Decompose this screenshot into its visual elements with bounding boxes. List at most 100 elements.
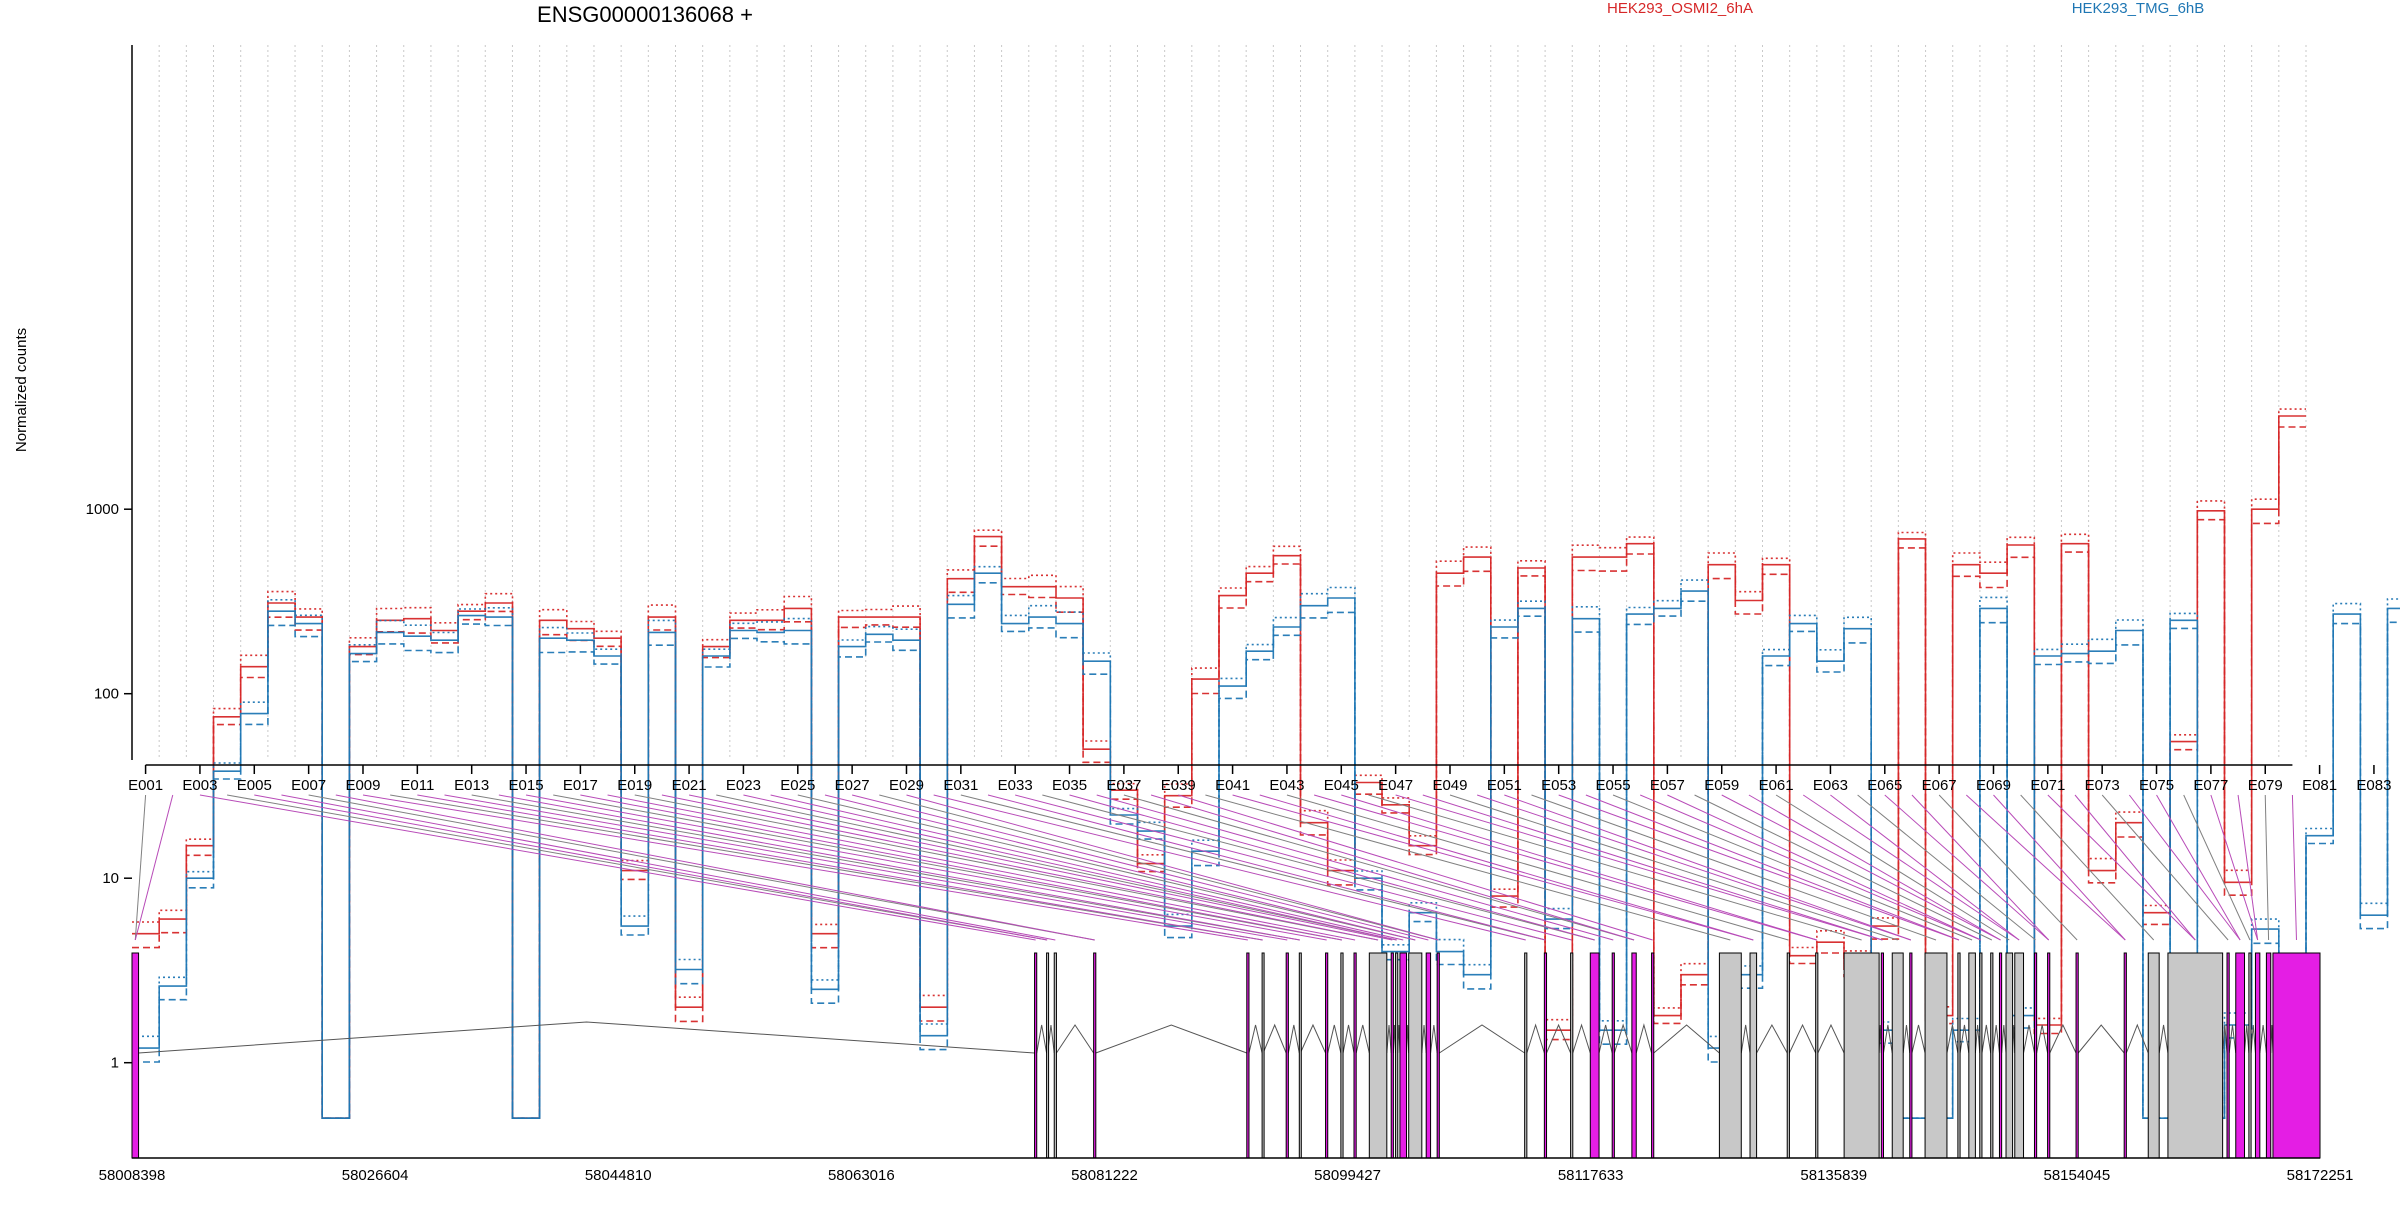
genome-tick-label: 58117633 <box>1558 1167 1624 1184</box>
exon-connector <box>1205 794 1731 941</box>
exon-connector <box>1993 794 2126 941</box>
exon-connector <box>2183 794 2251 941</box>
exon-connector <box>498 794 1300 941</box>
exon-connector <box>2047 794 2196 941</box>
exon-box <box>1325 952 1329 1159</box>
genome-tick-label: 58135839 <box>1800 1167 1867 1184</box>
x-tick-label: E077 <box>2193 777 2228 794</box>
exon-box <box>1390 952 1394 1159</box>
intron-line <box>2244 1024 2250 1054</box>
genome-tick-label: 58026604 <box>342 1167 409 1184</box>
exon-box <box>2123 952 2127 1159</box>
intron-line <box>2077 1024 2125 1054</box>
exon-box <box>1843 952 1880 1159</box>
exon-box <box>1570 952 1574 1159</box>
intron-line <box>1653 1024 1720 1054</box>
intron-line <box>1439 1024 1525 1054</box>
exon-connector <box>417 794 1263 941</box>
intron-line <box>1355 1024 1370 1054</box>
exon-connector <box>471 794 1300 941</box>
x-tick-label: E063 <box>1813 777 1848 794</box>
exon-box <box>1968 952 1976 1159</box>
exon-connector <box>1395 794 1883 941</box>
exon-connector <box>661 794 1379 941</box>
exon-box <box>1340 952 1344 1159</box>
exon-connector <box>933 794 1526 941</box>
exon-box <box>1891 952 1904 1159</box>
intron-line <box>1546 1023 1572 1054</box>
exon-connector <box>770 794 1404 941</box>
x-tick-label: E037 <box>1106 777 1141 794</box>
intron-line <box>1974 1024 1981 1054</box>
exon-box <box>1368 952 1388 1159</box>
exon-box <box>2226 952 2230 1159</box>
intron-line <box>1817 1023 1845 1054</box>
exon-box <box>1651 952 1655 1159</box>
x-tick-label: E079 <box>2248 777 2283 794</box>
x-tick-label: E029 <box>889 777 924 794</box>
exon-connector <box>1558 794 1960 941</box>
y-tick-label: 10 <box>102 870 119 887</box>
intron-line <box>1946 1024 1959 1054</box>
intron-line <box>1756 1023 1788 1054</box>
exon-box <box>1957 952 1961 1159</box>
exon-box <box>2075 952 2079 1159</box>
exon-box <box>1543 952 1548 1159</box>
intron-line <box>2036 1024 2049 1054</box>
exon-box <box>2014 952 2025 1159</box>
x-tick-label: E001 <box>128 777 163 794</box>
genome-tick-label: 58044810 <box>585 1167 652 1184</box>
exon-connector <box>525 794 1327 941</box>
exon-connector <box>1232 794 1754 941</box>
intron-line <box>2222 1024 2228 1054</box>
exon-box <box>2147 952 2160 1159</box>
exon-box <box>1749 952 1758 1159</box>
x-tick-label: E027 <box>835 777 870 794</box>
genome-tick-label: 58099427 <box>1314 1167 1381 1184</box>
exon-box <box>1246 952 1250 1159</box>
exon-connector <box>1096 794 1614 941</box>
exon-box <box>2235 952 2246 1159</box>
intron-line <box>1299 1023 1327 1054</box>
x-tick-label: E003 <box>182 777 217 794</box>
exon-connector <box>1667 794 1982 941</box>
exon-connector <box>134 794 174 941</box>
intron-line <box>1902 1024 1911 1054</box>
intron-line <box>2125 1023 2149 1054</box>
exon-box <box>1718 952 1742 1159</box>
intron-line <box>1287 1024 1300 1054</box>
exon-connector <box>1748 794 2001 941</box>
exon-connector <box>2128 794 2241 941</box>
intron-line <box>1056 1024 1095 1054</box>
exon-box <box>1631 952 1637 1159</box>
exon-connector <box>1612 794 1973 941</box>
x-tick-label: E023 <box>726 777 761 794</box>
exon-connector <box>308 794 1095 941</box>
legend-tmg: HEK293_TMG_6hB <box>2072 0 2205 17</box>
exon-connector <box>2210 794 2259 941</box>
exon-box <box>1611 952 1615 1159</box>
intron-line <box>1613 1023 1633 1054</box>
exon-connector <box>1775 794 2010 941</box>
genome-tick-label: 58008398 <box>99 1167 166 1184</box>
intron-line <box>1598 1024 1613 1054</box>
exon-connector <box>1504 794 1912 941</box>
x-tick-label: E075 <box>2139 777 2174 794</box>
exon-connector <box>2101 794 2229 941</box>
exon-connector <box>1449 794 1898 941</box>
exon-connector <box>1721 794 2001 941</box>
exon-connector <box>1694 794 1993 941</box>
exon-box <box>1990 952 1994 1159</box>
exon-box <box>1436 952 1440 1159</box>
exon-connector <box>688 794 1393 941</box>
x-tick-label: E057 <box>1650 777 1685 794</box>
exon-box <box>1285 952 1289 1159</box>
x-tick-label: E061 <box>1759 777 1794 794</box>
exon-connector <box>1640 794 1982 941</box>
genome-tick-label: 58172251 <box>2287 1167 2354 1184</box>
exon-box <box>1425 952 1432 1159</box>
intron-line <box>1992 1024 2000 1054</box>
x-tick-label: E053 <box>1541 777 1576 794</box>
